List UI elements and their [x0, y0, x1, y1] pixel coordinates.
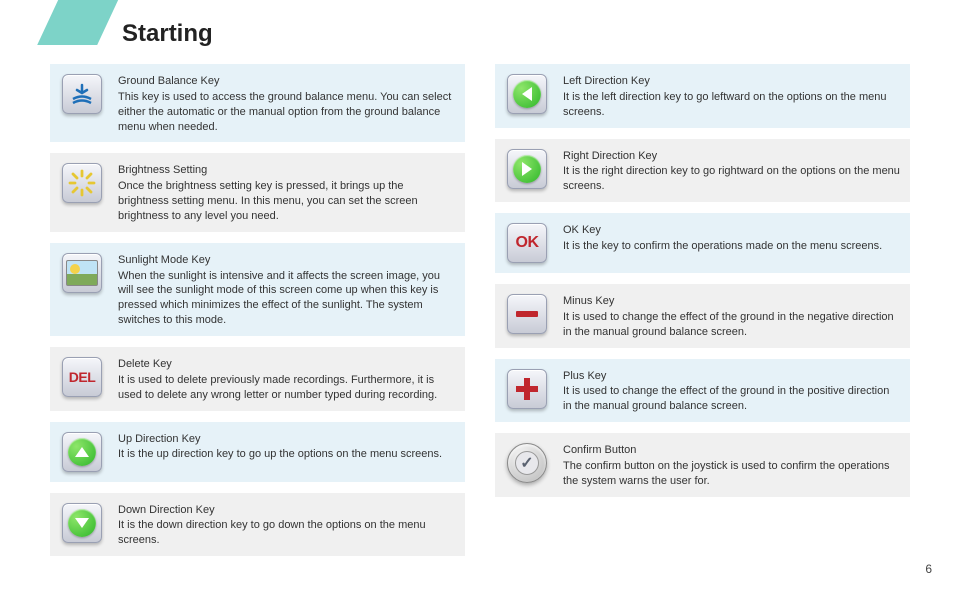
ok-icon: OK: [507, 223, 547, 263]
key-description: It is the right direction key to go righ…: [563, 165, 900, 192]
key-title: Down Direction Key: [118, 503, 455, 518]
key-description: It is the left direction key to go leftw…: [563, 91, 886, 118]
key-text: Sunlight Mode Key When the sunlight is in…: [118, 251, 455, 328]
left-arrow-icon: [507, 74, 547, 114]
key-item: Right Direction KeyIt is the right direc…: [495, 139, 910, 203]
key-title: Ground Balance Key: [118, 74, 455, 89]
key-text: Ground Balance Key This key is used to ac…: [118, 72, 455, 134]
key-item: Left Direction Key It is the left directi…: [495, 64, 910, 128]
key-title: Sunlight Mode Key: [118, 253, 455, 268]
key-title: Up Direction Key: [118, 432, 455, 447]
key-item: Down Direction KeyIt is the down directi…: [50, 493, 465, 557]
key-item: Plus KeyIt is used to change the effect …: [495, 359, 910, 423]
key-description: It is the down direction key to go down …: [118, 519, 426, 546]
key-title: Minus Key: [563, 294, 900, 309]
key-description: It is used to change the effect of the g…: [563, 311, 894, 338]
key-icon-cell: [505, 147, 549, 191]
page-number: 6: [925, 562, 932, 576]
key-text: OK Key It is the key to confirm the opera…: [563, 221, 900, 254]
key-item: Minus Key It is used to change the effect…: [495, 284, 910, 348]
key-description: When the sunlight is intensive and it af…: [118, 270, 440, 327]
down-arrow-icon: [62, 503, 102, 543]
key-description: Once the brightness setting key is press…: [118, 180, 418, 222]
key-title: Delete Key: [118, 357, 455, 372]
key-item: OK OK Key It is the key to confirm the ope…: [495, 213, 910, 273]
ground-balance-icon: [62, 74, 102, 114]
key-icon-cell: OK: [505, 221, 549, 265]
key-description: The confirm button on the joystick is us…: [563, 460, 890, 487]
key-icon-cell: ✓: [505, 441, 549, 485]
key-title: Brightness Setting: [118, 163, 455, 178]
key-description: This key is used to access the ground ba…: [118, 91, 451, 133]
sunlight-icon: [62, 253, 102, 293]
key-title: Left Direction Key: [563, 74, 900, 89]
minus-icon: [507, 294, 547, 334]
right-arrow-icon: [507, 149, 547, 189]
key-text: Right Direction KeyIt is the right direc…: [563, 147, 900, 195]
key-description: It is used to change the effect of the g…: [563, 385, 889, 412]
key-icon-cell: [60, 161, 104, 205]
content-columns: Ground Balance Key This key is used to ac…: [50, 64, 910, 556]
key-icon-cell: [60, 430, 104, 474]
confirm-icon: ✓: [507, 443, 547, 483]
key-item: Ground Balance Key This key is used to ac…: [50, 64, 465, 142]
del-icon: DEL: [62, 357, 102, 397]
right-column: Left Direction Key It is the left directi…: [495, 64, 910, 556]
key-item: Up Direction KeyIt is the up direction k…: [50, 422, 465, 482]
key-text: Left Direction Key It is the left directi…: [563, 72, 900, 120]
key-icon-cell: [505, 72, 549, 116]
key-text: Plus KeyIt is used to change the effect …: [563, 367, 900, 415]
key-item: Brightness Setting Once the brightness se…: [50, 153, 465, 231]
key-item: Sunlight Mode Key When the sunlight is in…: [50, 243, 465, 336]
key-title: Confirm Button: [563, 443, 900, 458]
key-icon-cell: [60, 251, 104, 295]
key-description: It is used to delete previously made rec…: [118, 374, 437, 401]
key-description: It is the key to confirm the operations …: [563, 240, 882, 252]
plus-icon: [507, 369, 547, 409]
key-icon-cell: DEL: [60, 355, 104, 399]
key-text: Delete Key It is used to delete previousl…: [118, 355, 455, 403]
left-column: Ground Balance Key This key is used to ac…: [50, 64, 465, 556]
key-text: Confirm Button The confirm button on the …: [563, 441, 900, 489]
key-text: Brightness Setting Once the brightness se…: [118, 161, 455, 223]
key-title: Plus Key: [563, 369, 900, 384]
key-icon-cell: [505, 367, 549, 411]
key-title: Right Direction Key: [563, 149, 900, 164]
key-text: Down Direction KeyIt is the down directi…: [118, 501, 455, 549]
page-title: Starting: [122, 20, 213, 48]
header-accent: [37, 0, 123, 45]
key-description: It is the up direction key to go up the …: [118, 448, 442, 460]
key-item: ✓ Confirm Button The confirm button on the…: [495, 433, 910, 497]
key-text: Up Direction KeyIt is the up direction k…: [118, 430, 455, 463]
key-icon-cell: [60, 72, 104, 116]
key-icon-cell: [505, 292, 549, 336]
key-item: DEL Delete Key It is used to delete previo…: [50, 347, 465, 411]
brightness-icon: [62, 163, 102, 203]
key-title: OK Key: [563, 223, 900, 238]
key-text: Minus Key It is used to change the effect…: [563, 292, 900, 340]
key-icon-cell: [60, 501, 104, 545]
up-arrow-icon: [62, 432, 102, 472]
